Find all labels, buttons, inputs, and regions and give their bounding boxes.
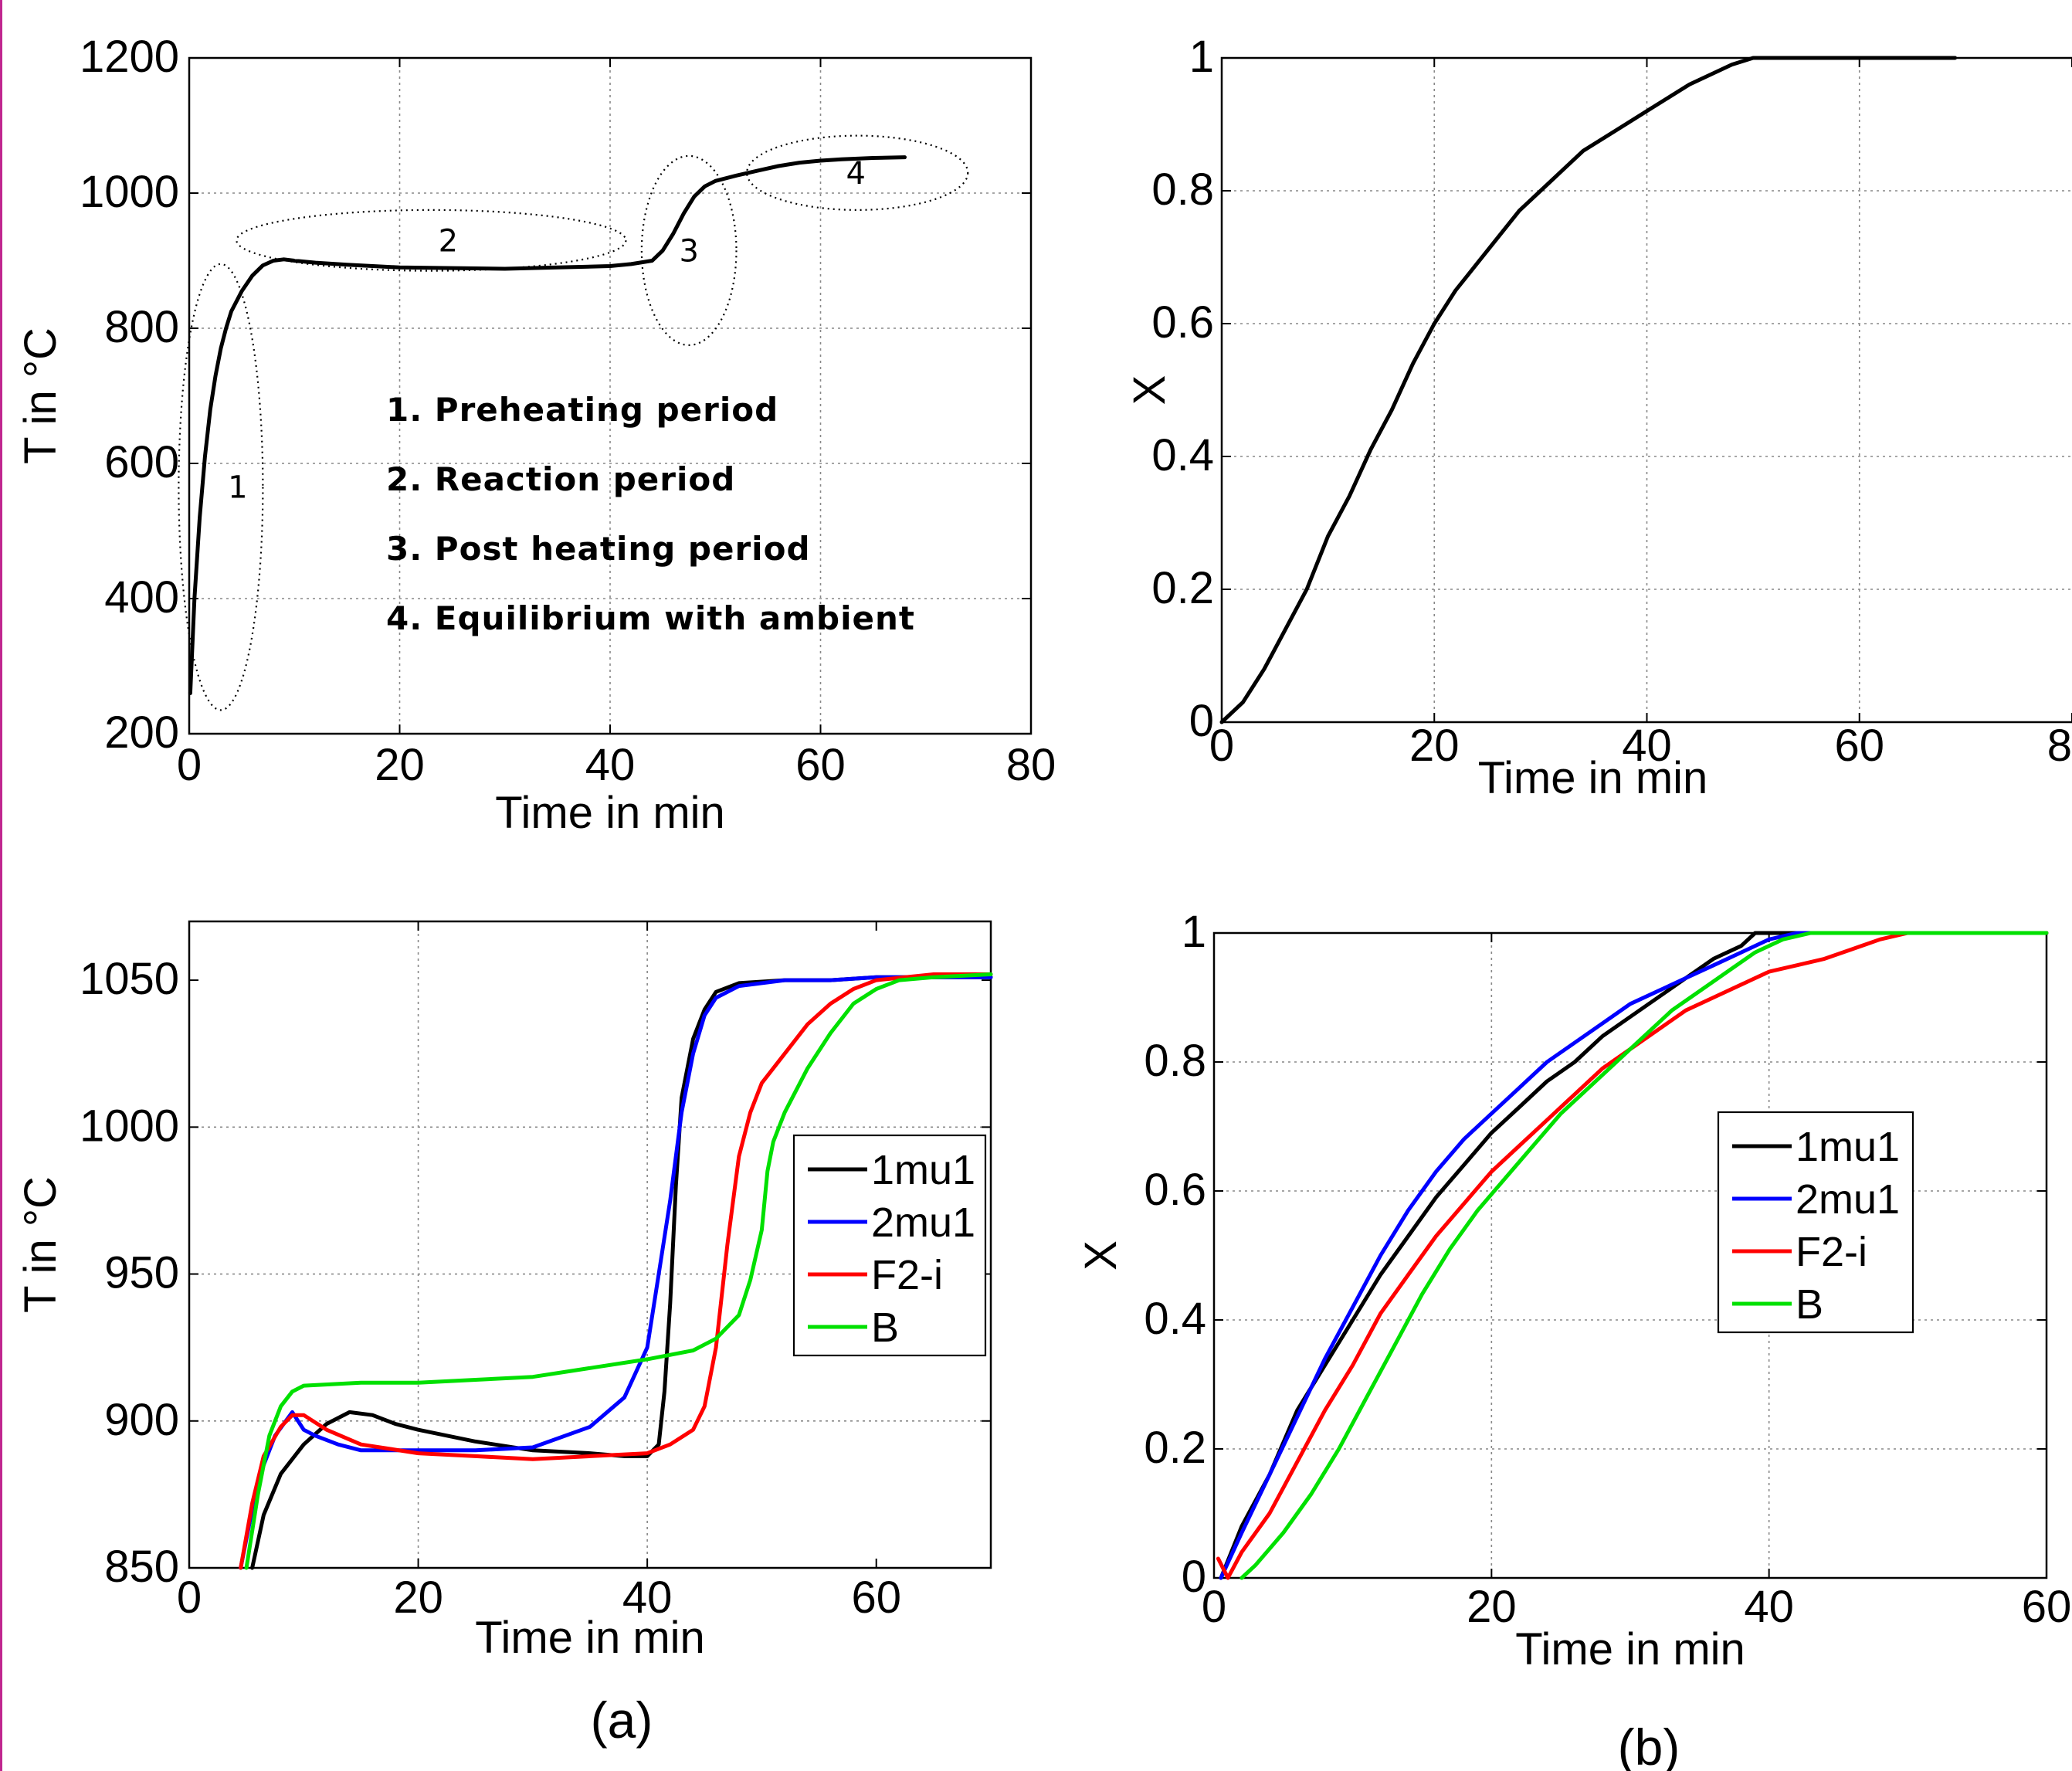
region-note: 3. Post heating period bbox=[386, 530, 811, 568]
plot-frame bbox=[1212, 931, 2048, 1579]
region-note: 2. Reaction period bbox=[386, 460, 735, 498]
y-tick-label: 0 bbox=[1189, 696, 1214, 746]
y-tick-label: 200 bbox=[104, 707, 179, 758]
x-axis-title: Time in min bbox=[1515, 1624, 1745, 1674]
series-line-B bbox=[1239, 931, 2049, 1580]
series-line-B bbox=[244, 972, 993, 1570]
series-line-2mu1 bbox=[239, 975, 993, 1570]
y-axis-title: T in °C bbox=[15, 1176, 66, 1313]
x-tick-label: 20 bbox=[375, 740, 425, 790]
x-tick-label: 0 bbox=[177, 740, 202, 790]
chart-temperature-regions: 0 20 40 60 80 200 400 600 800 1000 1200 Time in min… bbox=[15, 32, 1056, 838]
x-tick-label: 0 bbox=[1202, 1582, 1226, 1632]
region-ellipse-3 bbox=[640, 154, 738, 346]
plot-area bbox=[1214, 933, 2047, 1578]
legend-label-F2-i: F2-i bbox=[1796, 1229, 1867, 1275]
y-tick-label: 1 bbox=[1189, 32, 1214, 82]
plot-area bbox=[1222, 58, 2072, 722]
series-line-F2-i bbox=[1216, 931, 2049, 1580]
series-line-1mu1 bbox=[1219, 931, 2049, 1580]
y-tick-label: 0.2 bbox=[1151, 563, 1214, 613]
y-axis-title: T in °C bbox=[15, 327, 66, 464]
left-margin-rule bbox=[0, 0, 2, 1771]
series-line-series-0 bbox=[188, 155, 907, 695]
y-tick-label: 0.6 bbox=[1151, 297, 1214, 348]
x-tick-label: 20 bbox=[1467, 1582, 1517, 1632]
legend-label-2mu1: 2mu1 bbox=[871, 1199, 975, 1246]
plot-frame bbox=[188, 920, 992, 1569]
y-tick-label: 0.6 bbox=[1144, 1165, 1206, 1215]
y-tick-label: 1050 bbox=[80, 954, 179, 1004]
legend-box bbox=[1717, 1111, 1914, 1334]
y-tick-label: 400 bbox=[104, 572, 179, 623]
y-tick-label: 900 bbox=[104, 1395, 179, 1445]
x-tick-label: 40 bbox=[1744, 1582, 1794, 1632]
y-tick-label: 0.8 bbox=[1151, 165, 1214, 215]
y-tick-label: 950 bbox=[104, 1248, 179, 1298]
y-tick-label: 0.8 bbox=[1144, 1036, 1206, 1086]
x-axis-title: Time in min bbox=[1478, 753, 1708, 803]
x-tick-label: 40 bbox=[622, 1573, 673, 1623]
panel-caption-b: (b) bbox=[1618, 1718, 1680, 1771]
y-tick-label: 850 bbox=[104, 1542, 179, 1592]
series-line-F2-i bbox=[239, 972, 993, 1570]
y-tick-label: 1 bbox=[1182, 907, 1206, 957]
x-tick-label: 0 bbox=[1209, 721, 1234, 771]
y-axis-title: X bbox=[1124, 375, 1175, 405]
chart-temperature-comparison: 0 20 40 60 850 900 950 1000 1050 Time in min T in … bbox=[15, 920, 993, 1663]
chart-conversion-comparison: 0 20 40 60 0 0.2 0.4 0.6 0.8 1 Time in min X 1mu1 2mu… bbox=[1076, 907, 2071, 1674]
y-tick-label: 0.4 bbox=[1151, 430, 1214, 480]
series-line-2mu1 bbox=[1219, 931, 2049, 1580]
region-ellipse-2 bbox=[236, 209, 627, 272]
x-tick-label: 80 bbox=[1006, 740, 1056, 790]
x-tick-label: 60 bbox=[795, 740, 846, 790]
y-tick-label: 1000 bbox=[80, 1101, 179, 1151]
y-tick-label: 0.2 bbox=[1144, 1423, 1206, 1473]
y-tick-label: 0 bbox=[1182, 1552, 1206, 1602]
x-tick-label: 60 bbox=[1834, 721, 1884, 771]
legend-label-1mu1: 1mu1 bbox=[871, 1147, 975, 1193]
x-tick-label: 40 bbox=[1622, 721, 1672, 771]
y-tick-label: 1200 bbox=[80, 32, 179, 82]
x-tick-label: 0 bbox=[177, 1573, 202, 1623]
legend-label-2mu1: 2mu1 bbox=[1796, 1176, 1900, 1223]
y-tick-label: 800 bbox=[104, 302, 179, 352]
legend-label-F2-i: F2-i bbox=[871, 1252, 943, 1298]
region-ellipse-4 bbox=[746, 134, 969, 211]
region-label-3: 3 bbox=[679, 233, 698, 269]
y-tick-label: 600 bbox=[104, 437, 179, 487]
region-note: 4. Equilibrium with ambient bbox=[386, 599, 915, 637]
x-tick-label: 80 bbox=[2047, 721, 2072, 771]
x-tick-label: 60 bbox=[2022, 1582, 2072, 1632]
x-axis-title: Time in min bbox=[495, 788, 725, 838]
legend-label-B: B bbox=[1796, 1281, 1823, 1328]
legend-label-B: B bbox=[871, 1305, 899, 1351]
panel-caption-a: (a) bbox=[591, 1691, 653, 1749]
y-tick-label: 0.4 bbox=[1144, 1294, 1206, 1344]
x-tick-label: 20 bbox=[393, 1573, 443, 1623]
legend-box bbox=[792, 1134, 987, 1357]
series-line-series-0 bbox=[1219, 56, 1958, 724]
x-tick-label: 60 bbox=[851, 1573, 901, 1623]
region-ellipse-1 bbox=[178, 263, 264, 711]
region-label-4: 4 bbox=[846, 156, 865, 192]
x-tick-label: 40 bbox=[585, 740, 636, 790]
chart-conversion-single: 0 20 40 60 80 0 0.2 0.4 0.6 0.8 1 Time in min X bbox=[1124, 32, 2072, 803]
region-label-1: 1 bbox=[228, 470, 247, 506]
y-axis-title: X bbox=[1076, 1240, 1126, 1271]
y-tick-label: 1000 bbox=[80, 167, 179, 217]
x-tick-label: 20 bbox=[1409, 721, 1460, 771]
legend-label-1mu1: 1mu1 bbox=[1796, 1124, 1900, 1170]
region-note: 1. Preheating period bbox=[386, 391, 778, 429]
x-axis-title: Time in min bbox=[475, 1613, 705, 1663]
region-label-2: 2 bbox=[439, 223, 458, 259]
